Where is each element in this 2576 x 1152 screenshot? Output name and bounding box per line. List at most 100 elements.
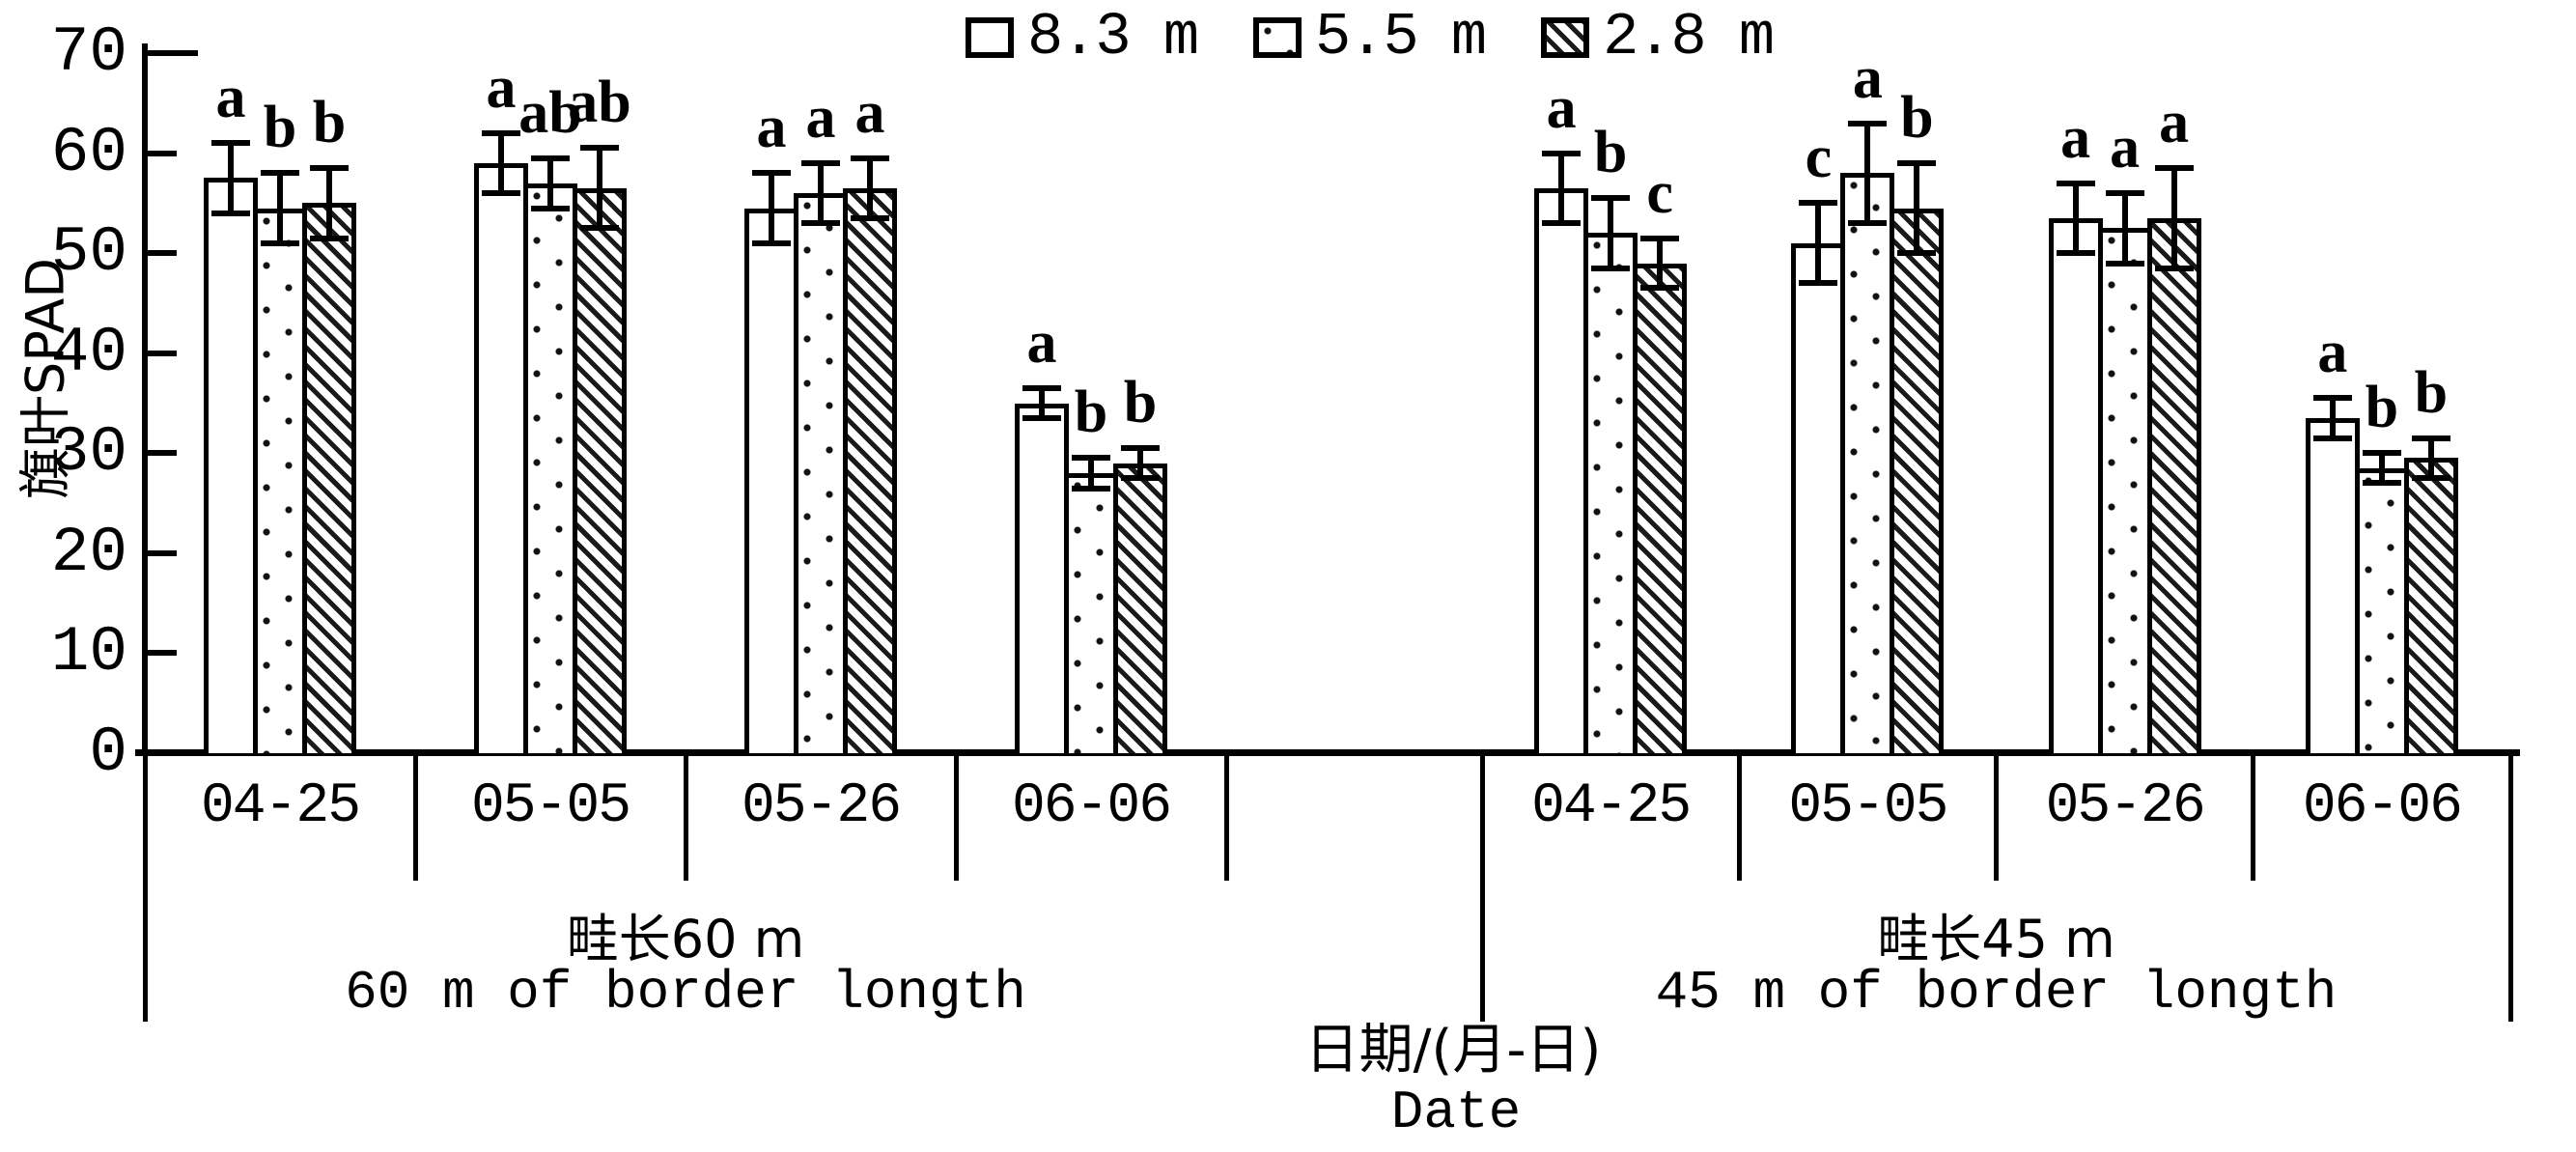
error-bar-cap-bottom [580,225,619,232]
error-bar-cap-top [851,155,889,161]
date-tick-label: 05-26 [741,775,902,838]
error-bar-cap-bottom [482,190,520,196]
error-bar-cap-top [2056,180,2095,186]
significance-letter: a [215,65,246,131]
bar-2.8m [573,187,627,753]
error-bar-cap-top [1542,150,1582,156]
legend-item: 2.8 m [1541,3,1775,71]
error-bar-cap-top [1848,120,1888,126]
error-bar-cap-bottom [1022,415,1061,422]
bar-8.3m [2305,418,2360,753]
error-bar-cap-bottom [211,210,250,216]
x-axis-title-en: Date [1390,1082,1522,1143]
x-axis-separator [683,753,688,881]
date-tick-label: 04-25 [1531,775,1692,838]
significance-letter: a [2110,115,2141,181]
error-bar-line [1039,387,1045,419]
error-bar-cap-bottom [1640,285,1680,292]
error-bar-cap-bottom [1897,250,1937,257]
bar-8.3m [744,208,798,753]
error-bar-cap-top [1072,455,1110,462]
bar-5.5m [1840,173,1895,753]
error-bar-line [1088,458,1094,489]
error-bar-cap-bottom [310,235,349,241]
error-bar-cap-top [2312,395,2352,402]
y-axis-tick [148,549,177,556]
error-bar-line [326,168,332,239]
significance-letter: a [2317,320,2348,386]
y-axis-tick [148,350,177,356]
significance-letter: a [2159,90,2190,156]
error-bar-cap-top [580,145,619,152]
significance-letter: b [2414,359,2449,426]
significance-letter: c [1646,159,1673,226]
group-label-en: 45 m of border longth [1655,962,2338,1024]
y-axis-tick [148,650,177,657]
error-bar-line [2378,453,2385,484]
y-tick-label: 60 [50,116,127,189]
bar-5.5m [2354,467,2409,753]
error-bar-cap-top [211,140,250,147]
significance-letter: b [312,90,347,156]
y-tick-label: 70 [50,16,127,89]
bar-2.8m [1890,208,1945,753]
error-bar-cap-top [2411,435,2450,441]
y-tick-label: 50 [50,216,127,290]
significance-letter: b [1123,370,1158,436]
error-bar-line [1815,203,1822,284]
legend-item: 5.5 m [1253,6,1487,70]
error-bar-cap-bottom [1591,265,1631,271]
error-bar-cap-bottom [1799,280,1838,287]
x-axis-separator [142,753,148,1022]
error-bar-cap-bottom [261,239,299,246]
x-axis-separator [1736,753,1742,881]
error-bar-line [2170,168,2177,268]
legend-label: 2.8 m [1603,3,1775,71]
x-axis-separator [953,753,959,881]
bar-2.8m [302,203,356,753]
error-bar-cap-bottom [2154,265,2194,271]
bar-2.8m [2403,458,2458,753]
significance-letter: b [263,95,297,161]
group-label-zh: 畦长60 m [566,909,805,969]
error-bar-cap-bottom [2105,260,2144,267]
error-bar-cap-bottom [2362,480,2401,487]
error-bar-line [818,162,824,224]
error-bar-line [277,173,283,243]
y-tick-label: 0 [89,716,127,789]
error-bar-cap-top [482,129,520,136]
error-bar-line [1558,153,1565,224]
error-bar-cap-top [2105,190,2144,196]
y-axis-tick [148,250,177,257]
error-bar-line [1137,448,1143,479]
significance-letter: a [854,79,885,146]
y-axis-tick [148,50,198,56]
error-bar-line [769,173,774,243]
bar-5.5m [523,183,577,753]
error-bar-line [1657,238,1664,289]
x-axis-line [135,749,2520,756]
error-bar-line [1914,162,1920,254]
error-bar-cap-bottom [1072,485,1110,492]
error-bar-cap-bottom [2056,250,2095,257]
date-tick-label: 06-06 [2302,775,2463,838]
date-tick-label: 05-26 [2045,775,2206,838]
x-axis-separator [1994,753,1999,881]
x-axis-separator [2251,753,2256,881]
bar-5.5m [794,193,848,753]
error-bar-cap-bottom [2312,435,2352,441]
significance-letter: a [1852,44,1883,111]
error-bar-line [2329,398,2336,438]
error-bar-cap-bottom [851,214,889,221]
error-bar-cap-bottom [1542,220,1582,227]
error-bar-line [2072,183,2079,254]
date-tick-label: 04-25 [200,775,361,838]
error-bar-line [498,132,504,193]
error-bar-cap-bottom [1121,475,1160,482]
group-label-zh: 畦长45 m [1877,909,2115,969]
y-tick-label: 40 [50,316,127,389]
date-tick-label: 06-06 [1011,775,1172,838]
bar-5.5m [1583,233,1638,753]
bar-2.8m [843,187,897,753]
